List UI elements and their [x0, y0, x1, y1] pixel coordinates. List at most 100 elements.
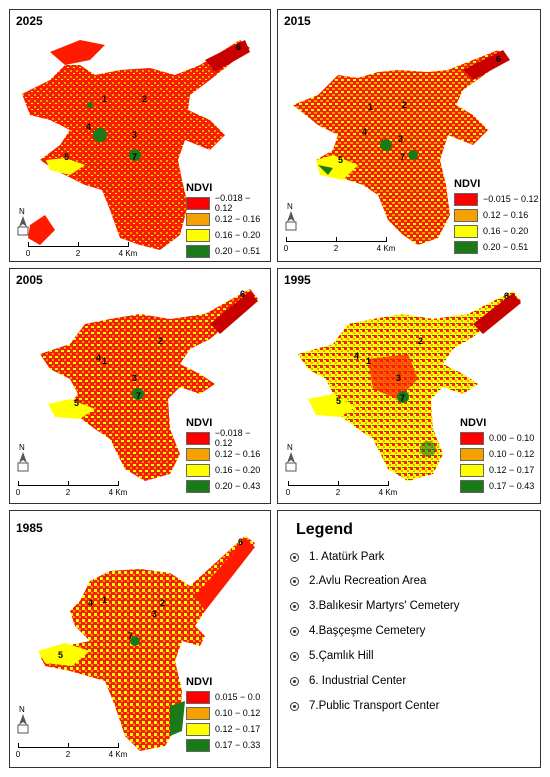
ndvi-legend: NDVI −0.015 − 0.12 0.12 − 0.16 0.16 − 0.… [454, 178, 539, 256]
swatch-red [460, 431, 484, 445]
map-year-label: 1995 [284, 273, 311, 287]
map-point-3: 3 [152, 609, 157, 619]
svg-text:N: N [19, 443, 25, 452]
north-arrow-icon: N [17, 207, 29, 236]
map-point-1: 1 [368, 102, 373, 112]
legend-item: 4.Başçeşme Cemetery [290, 625, 425, 637]
map-year-label: 1985 [16, 521, 43, 535]
ndvi-class-row: 0.10 − 0.12 [186, 706, 260, 720]
ndvi-class-label: 0.12 − 0.16 [215, 214, 261, 224]
svg-text:N: N [19, 705, 25, 714]
ndvi-class-row: 0.16 − 0.20 [454, 224, 539, 238]
ndvi-class-label: 0.10 − 0.12 [489, 449, 535, 459]
swatch-yellow [186, 722, 210, 736]
legend-item: 3.Balıkesir Martyrs' Cemetery [290, 600, 459, 612]
swatch-yellow [460, 463, 484, 477]
map-year-label: 2025 [16, 14, 43, 28]
legend-item: 1. Atatürk Park [290, 551, 384, 563]
ndvi-class-row: 0.015 − 0.0 [186, 690, 260, 704]
map-point-1: 1 [102, 595, 107, 605]
legend-item: 5.Çamlık Hill [290, 650, 374, 662]
ndvi-class-label: 0.20 − 0.51 [483, 242, 529, 252]
ndvi-legend: NDVI −0.018 − 0.12 0.12 − 0.16 0.16 − 0.… [186, 182, 270, 260]
north-arrow-icon: N [285, 202, 297, 231]
swatch-red [186, 196, 210, 210]
swatch-yellow [186, 463, 210, 477]
ndvi-class-row: 0.20 − 0.43 [186, 479, 270, 493]
ndvi-map-2025: 1 2 3 4 5 6 7 [22, 40, 250, 250]
ndvi-class-label: 0.12 − 0.17 [489, 465, 535, 475]
point-marker-icon [290, 626, 299, 636]
map-point-5: 5 [338, 155, 343, 165]
swatch-green [454, 240, 478, 254]
ndvi-class-row: 0.12 − 0.16 [186, 447, 270, 461]
ndvi-class-label: 0.16 − 0.20 [215, 230, 261, 240]
ndvi-class-row: 0.12 − 0.16 [186, 212, 270, 226]
ndvi-class-label: 0.12 − 0.16 [483, 210, 529, 220]
ndvi-class-label: 0.20 − 0.51 [215, 246, 261, 256]
map-point-2: 2 [160, 598, 165, 608]
map-year-label: 2005 [16, 273, 43, 287]
map-panel-1995: 1 2 3 4 5 6 7 1995 NDVI 0.00 − 0.10 0.10… [277, 268, 541, 504]
ndvi-class-label: 0.17 − 0.33 [215, 740, 261, 750]
ndvi-map-1995: 1 2 3 4 5 6 7 [298, 291, 521, 481]
ndvi-title: NDVI [186, 417, 213, 429]
ndvi-map-1985: 1 2 3 4 5 6 7 [38, 536, 255, 751]
ndvi-class-row: 0.16 − 0.20 [186, 228, 270, 242]
north-arrow-icon: N [17, 705, 29, 734]
svg-text:N: N [287, 202, 293, 211]
swatch-orange [186, 447, 210, 461]
map-point-7: 7 [400, 393, 405, 403]
legend-item: 7.Public Transport Center [290, 700, 439, 712]
ndvi-title: NDVI [186, 182, 213, 194]
map-point-6: 6 [504, 291, 509, 301]
map-point-4: 4 [354, 351, 359, 361]
ndvi-class-label: 0.16 − 0.20 [483, 226, 529, 236]
swatch-orange [186, 212, 210, 226]
ndvi-class-row: 0.00 − 0.10 [460, 431, 534, 445]
swatch-yellow [186, 228, 210, 242]
map-point-7: 7 [136, 391, 141, 401]
ndvi-class-row: −0.015 − 0.12 [454, 192, 539, 206]
map-point-6: 6 [238, 537, 243, 547]
scale-bar: 0 2 4 Km [26, 240, 137, 258]
swatch-orange [454, 208, 478, 222]
map-point-2: 2 [158, 336, 163, 346]
legend-item-label: 6. Industrial Center [309, 675, 407, 687]
legend-item-label: 5.Çamlık Hill [309, 650, 374, 662]
legend-title: Legend [296, 521, 353, 538]
map-point-3: 3 [398, 134, 403, 144]
map-point-1: 1 [366, 356, 371, 366]
ndvi-class-row: 0.12 − 0.17 [186, 722, 260, 736]
scale-bar: 0 2 4 Km [284, 235, 395, 253]
map-point-4: 4 [96, 353, 101, 363]
map-panel-2025: 1 2 3 4 5 6 7 2025 NDVI −0.018 − 0.12 0.… [9, 9, 271, 262]
map-point-2: 2 [402, 100, 407, 110]
map-point-6: 6 [240, 289, 245, 299]
swatch-red [454, 192, 478, 206]
north-arrow-icon: N [285, 443, 297, 472]
swatch-yellow [454, 224, 478, 238]
legend-item-label: 3.Balıkesir Martyrs' Cemetery [309, 600, 460, 612]
ndvi-class-row: 0.12 − 0.17 [460, 463, 534, 477]
map-panel-1985: 1 2 3 4 5 6 7 1985 NDVI 0.015 − 0.0 0.10… [9, 510, 271, 768]
ndvi-class-label: 0.015 − 0.0 [215, 692, 261, 702]
map-panel-2015: 1 2 3 4 5 6 7 2015 NDVI −0.015 − 0.12 0.… [277, 9, 541, 262]
legend-item: 6. Industrial Center [290, 675, 406, 687]
ndvi-class-label: 0.12 − 0.17 [215, 724, 261, 734]
map-point-5: 5 [58, 650, 63, 660]
map-point-4: 4 [362, 127, 367, 137]
swatch-green [186, 244, 210, 258]
point-marker-icon [290, 601, 299, 611]
map-point-4: 4 [86, 122, 91, 132]
ndvi-class-row: 0.20 − 0.51 [186, 244, 270, 258]
legend-item-label: 1. Atatürk Park [309, 551, 385, 563]
ndvi-class-row: 0.17 − 0.33 [186, 738, 260, 752]
ndvi-legend: NDVI 0.00 − 0.10 0.10 − 0.12 0.12 − 0.17… [460, 417, 534, 495]
map-point-7: 7 [128, 631, 133, 641]
point-marker-icon [290, 676, 299, 686]
legend-item-label: 2.Avlu Recreation Area [309, 575, 427, 587]
map-point-7: 7 [400, 152, 405, 162]
swatch-orange [460, 447, 484, 461]
scale-bar: 0 2 4 Km [16, 479, 127, 497]
